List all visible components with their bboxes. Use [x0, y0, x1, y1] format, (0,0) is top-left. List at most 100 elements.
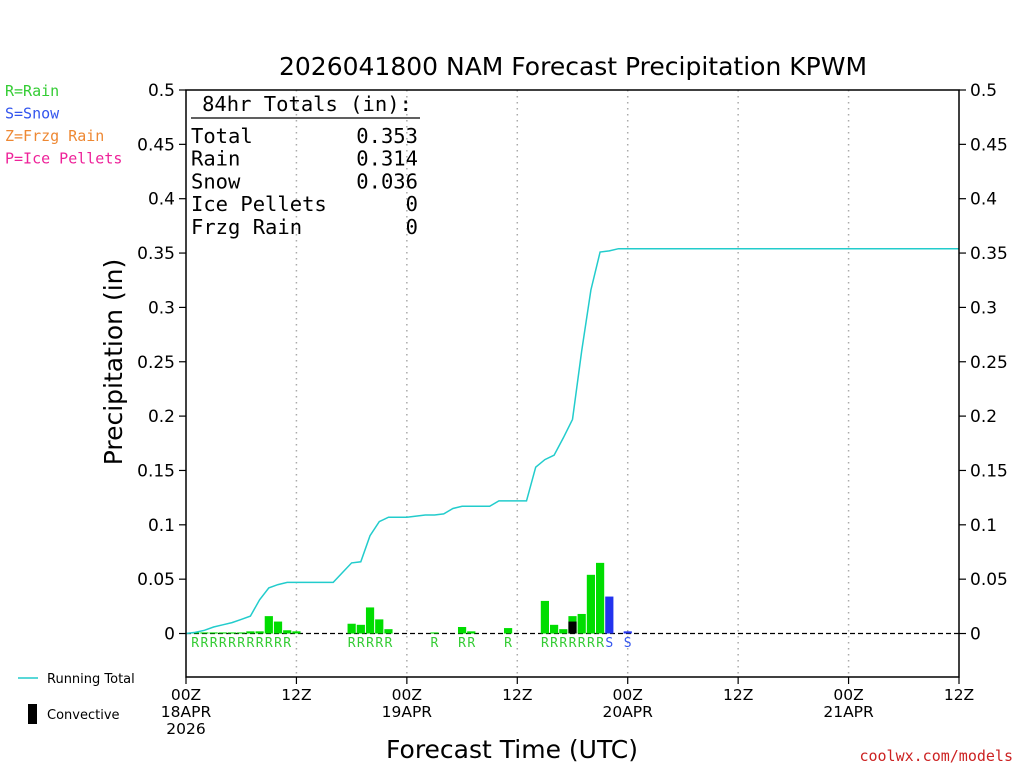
rain-bar [246, 631, 255, 634]
totals-row-value: 0 [406, 215, 418, 239]
y-tick-label-left: 0.5 [148, 81, 175, 101]
running-total-path [185, 247, 959, 635]
y-tick-label-left: 0.3 [148, 298, 175, 318]
rain-bar [227, 632, 237, 634]
rain-bar [292, 631, 301, 634]
y-tick-label-right: 0.5 [970, 81, 997, 101]
rain-bar [283, 630, 292, 634]
totals-row-label: Snow [191, 169, 241, 193]
y-axis-label: Precipitation (in) [99, 259, 128, 466]
precip-type-marker: R [458, 636, 466, 651]
precip-type-marker: R [431, 636, 439, 651]
precip-type-marker: R [550, 636, 558, 651]
rain-bar [457, 626, 467, 634]
chart-title: 2026041800 NAM Forecast Precipitation KP… [279, 52, 867, 81]
x-tick-label: 2026 [166, 720, 205, 738]
rain-bar [255, 631, 264, 634]
rain-bar [577, 613, 586, 634]
y-tick-label-left: 0.2 [148, 407, 175, 427]
y-tick-label-left: 0.45 [137, 135, 175, 155]
precip-type-marker: R [569, 636, 577, 651]
y-tick-label-left: 0.1 [148, 516, 175, 536]
precip-type-marker: R [348, 636, 356, 651]
plot-frame [185, 89, 960, 678]
precip-type-marker: R [587, 636, 595, 651]
y-tick-label-right: 0.2 [970, 407, 997, 427]
y-tick-label-left: 0.35 [137, 244, 175, 264]
rain-bar [264, 616, 273, 634]
type-legend-item: Z=Frzg Rain [5, 127, 104, 145]
rain-bar [430, 632, 439, 634]
x-tick-label: 00Z [613, 686, 643, 704]
totals-row-label: Ice Pellets [191, 192, 327, 216]
totals-row-value: 0.314 [356, 147, 418, 171]
precip-type-marker: R [385, 636, 393, 651]
precip-type-marker: R [256, 636, 264, 651]
x-tick-label: 00Z [392, 686, 422, 704]
grid-lines [186, 90, 959, 677]
rain-bar [218, 632, 227, 634]
type-legend-item: S=Snow [5, 105, 60, 123]
legend-label: Convective [47, 708, 120, 723]
totals-row-value: 0.036 [356, 169, 418, 193]
totals-row-value: 0.353 [356, 124, 418, 148]
rain-bar [384, 629, 393, 634]
precip-type-marker: R [200, 636, 208, 651]
rain-bar [347, 623, 356, 634]
precip-type-marker: R [191, 636, 199, 651]
x-tick-label: 12Z [944, 686, 974, 704]
snow-bar [605, 596, 614, 634]
y-tick-label-left: 0.15 [137, 461, 175, 481]
x-tick-label: 18APR [161, 703, 212, 721]
y-tick-label-right: 0 [970, 625, 981, 645]
precip-type-marker: R [504, 636, 512, 651]
precip-type-legend: R=Rain S=Snow Z=Frzg Rain P=Ice Pellets [5, 82, 122, 168]
rain-bar [365, 607, 375, 634]
x-tick-label: 12Z [502, 686, 532, 704]
precip-type-marker: R [559, 636, 567, 651]
y-tick-label-right: 0.1 [970, 516, 997, 536]
x-tick-label: 12Z [281, 686, 311, 704]
precip-type-marker: R [375, 636, 383, 651]
x-tick-label: 20APR [602, 703, 653, 721]
type-legend-item: R=Rain [5, 82, 59, 100]
totals-row-label: Rain [191, 147, 240, 171]
precip-type-marker: R [228, 636, 236, 651]
snow-bar [623, 631, 632, 634]
precip-type-marker: R [237, 636, 245, 651]
series-legend: Running Total Convective [18, 672, 135, 724]
y-tick-label-right: 0.3 [970, 298, 997, 318]
precip-type-marker: R [265, 636, 273, 651]
rain-bar [549, 624, 559, 634]
rain-bar [559, 629, 568, 634]
rain-bar [586, 574, 596, 634]
rain-bar [375, 619, 384, 634]
totals-heading: 84hr Totals (in): [202, 92, 412, 116]
precip-type-marker: R [219, 636, 227, 651]
y-tick-label-left: 0.25 [137, 353, 175, 373]
x-tick-label: 21APR [823, 703, 874, 721]
rain-bar [540, 600, 549, 634]
legend-swatch-bar [28, 704, 37, 724]
precip-type-marker: R [596, 636, 604, 651]
rain-bar [273, 621, 283, 634]
legend-label: Running Total [47, 672, 135, 687]
y-tick-label-right: 0.25 [970, 353, 1008, 373]
precip-type-marker: R [357, 636, 365, 651]
y-axis: 0 00.05 0.050.1 0.10.15 0.150.2 0.20.25 0.250.… [137, 81, 1008, 645]
x-tick-label: 12Z [723, 686, 753, 704]
x-axis-label: Forecast Time (UTC) [386, 735, 638, 764]
rain-bar [356, 624, 365, 634]
convective-bar [568, 621, 577, 634]
y-tick-label-left: 0.05 [137, 570, 175, 590]
precip-type-marker: S [624, 636, 632, 651]
rain-bar [467, 631, 476, 634]
precip-type-marker: R [274, 636, 282, 651]
precip-type-marker: R [210, 636, 218, 651]
rain-bar [237, 632, 246, 634]
precip-type-marker: R [467, 636, 475, 651]
credit: coolwx.com/models [859, 747, 1013, 765]
totals-row-label: Frzg Rain [191, 215, 302, 239]
